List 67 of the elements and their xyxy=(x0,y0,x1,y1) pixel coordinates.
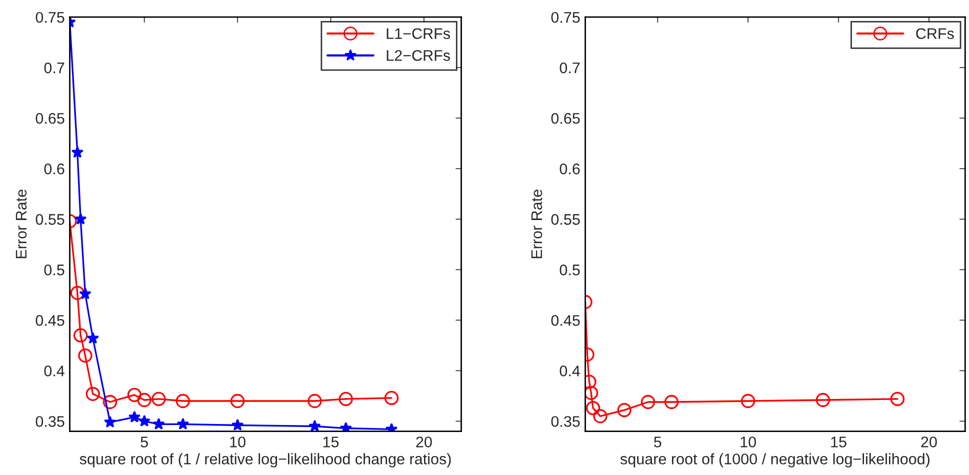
point xyxy=(137,392,152,408)
point xyxy=(340,422,352,432)
point xyxy=(231,418,244,431)
y-tick-label: 0.45 xyxy=(36,315,64,326)
point xyxy=(70,286,84,300)
y-axis-title: Error Rate xyxy=(531,190,542,258)
point xyxy=(617,403,632,418)
point xyxy=(138,414,150,427)
point xyxy=(308,394,322,408)
point xyxy=(73,328,88,342)
x-tick-label: 5 xyxy=(140,436,148,448)
point xyxy=(152,392,166,406)
y-tick-label: 0.35 xyxy=(551,416,580,427)
y-tick-label: 0.4 xyxy=(560,366,580,376)
point xyxy=(230,394,245,408)
y-tick-label: 0.5 xyxy=(560,264,580,276)
point xyxy=(86,332,99,344)
point xyxy=(816,392,830,408)
y-tick-label: 0.5 xyxy=(44,264,64,276)
legend-label: L1−CRFs xyxy=(386,28,450,40)
y-tick-label: 0.75 xyxy=(36,12,64,23)
point xyxy=(102,394,118,410)
y-tick-label: 0.35 xyxy=(36,416,64,427)
x-tick-label: 10 xyxy=(230,436,246,448)
point xyxy=(79,288,92,300)
point xyxy=(176,394,190,408)
point xyxy=(127,388,142,402)
y-axis-title: Error Rate xyxy=(16,190,27,258)
point xyxy=(308,420,321,432)
x-tick-label: 20 xyxy=(921,436,937,448)
point xyxy=(664,394,679,410)
y-tick-label: 0.7 xyxy=(560,62,580,74)
x-tick-label: 5 xyxy=(654,436,662,448)
point xyxy=(593,409,608,424)
point xyxy=(78,348,92,363)
x-axis-title: square root of (1 / relative log−likelihood change ratios) xyxy=(80,453,451,468)
point xyxy=(585,386,598,400)
point xyxy=(74,212,87,224)
point xyxy=(86,386,100,402)
point xyxy=(128,410,141,422)
y-tick-label: 0.4 xyxy=(44,366,64,376)
x-tick-label: 15 xyxy=(831,436,846,448)
point xyxy=(71,146,84,158)
y-tick-label: 0.75 xyxy=(551,12,580,23)
legend-label: L2−CRFs xyxy=(386,50,450,61)
point xyxy=(640,394,656,410)
point xyxy=(176,418,190,430)
point xyxy=(104,416,116,428)
y-tick-label: 0.6 xyxy=(560,164,580,174)
point xyxy=(740,394,756,408)
x-tick-label: 10 xyxy=(740,436,756,448)
y-tick-label: 0.55 xyxy=(551,214,580,225)
x-axis-title: square root of (1000 / negative log−likelihood) xyxy=(620,453,930,468)
y-tick-label: 0.45 xyxy=(551,315,580,326)
y-tick-label: 0.65 xyxy=(551,112,580,124)
y-tick-label: 0.7 xyxy=(44,62,64,74)
point xyxy=(384,390,399,406)
y-tick-label: 0.6 xyxy=(44,164,64,174)
legend-label: CRFs xyxy=(916,28,954,40)
y-tick-label: 0.65 xyxy=(36,112,64,124)
y-tick-label: 0.55 xyxy=(36,214,64,225)
point xyxy=(586,400,600,416)
point xyxy=(152,418,165,430)
x-tick-label: 20 xyxy=(416,436,432,448)
x-tick-label: 15 xyxy=(323,436,339,448)
point xyxy=(890,392,905,406)
point xyxy=(338,392,353,406)
